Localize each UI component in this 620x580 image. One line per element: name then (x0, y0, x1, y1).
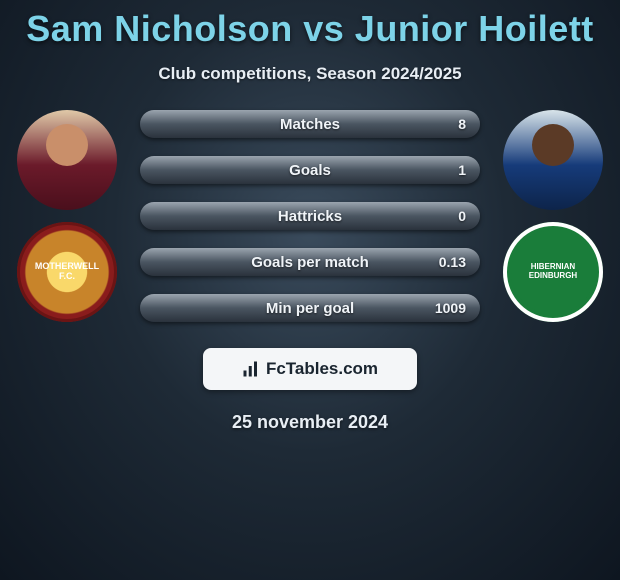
generation-date: 25 november 2024 (232, 412, 388, 433)
stat-label: Matches (280, 116, 340, 133)
stat-right-value: 8 (432, 116, 466, 132)
club-right-label: HIBERNIANEDINBURGH (529, 263, 577, 281)
stat-label: Hattricks (278, 208, 342, 225)
avatar-head-icon (532, 124, 574, 166)
player-right-avatar (503, 110, 603, 210)
stat-label: Goals per match (251, 254, 369, 271)
stat-right-value: 1 (432, 162, 466, 178)
stat-row-goals: Goals 1 (140, 156, 480, 184)
page-subtitle: Club competitions, Season 2024/2025 (158, 64, 461, 84)
source-logo: FcTables.com (203, 348, 417, 390)
club-left-crest: MOTHERWELLF.C. (17, 222, 117, 322)
bar-chart-icon (242, 360, 260, 378)
page-title: Sam Nicholson vs Junior Hoilett (26, 8, 594, 50)
stat-right-value: 0 (432, 208, 466, 224)
stat-row-min-per-goal: Min per goal 1009 (140, 294, 480, 322)
comparison-section: MOTHERWELLF.C. Matches 8 Goals 1 Hattric… (0, 110, 620, 322)
avatar-head-icon (46, 124, 88, 166)
infographic: Sam Nicholson vs Junior Hoilett Club com… (0, 0, 620, 433)
stat-label: Min per goal (266, 300, 354, 317)
stat-label: Goals (289, 162, 331, 179)
club-left-label: MOTHERWELLF.C. (35, 262, 99, 282)
stat-row-goals-per-match: Goals per match 0.13 (140, 248, 480, 276)
stat-row-hattricks: Hattricks 0 (140, 202, 480, 230)
stat-right-value: 0.13 (432, 254, 466, 270)
player-right-column: HIBERNIANEDINBURGH (498, 110, 608, 322)
player-left-column: MOTHERWELLF.C. (12, 110, 122, 322)
stat-row-matches: Matches 8 (140, 110, 480, 138)
stat-bars: Matches 8 Goals 1 Hattricks 0 Goals per … (140, 110, 480, 322)
stat-right-value: 1009 (432, 300, 466, 316)
source-logo-text: FcTables.com (266, 359, 378, 379)
club-right-crest: HIBERNIANEDINBURGH (503, 222, 603, 322)
player-left-avatar (17, 110, 117, 210)
